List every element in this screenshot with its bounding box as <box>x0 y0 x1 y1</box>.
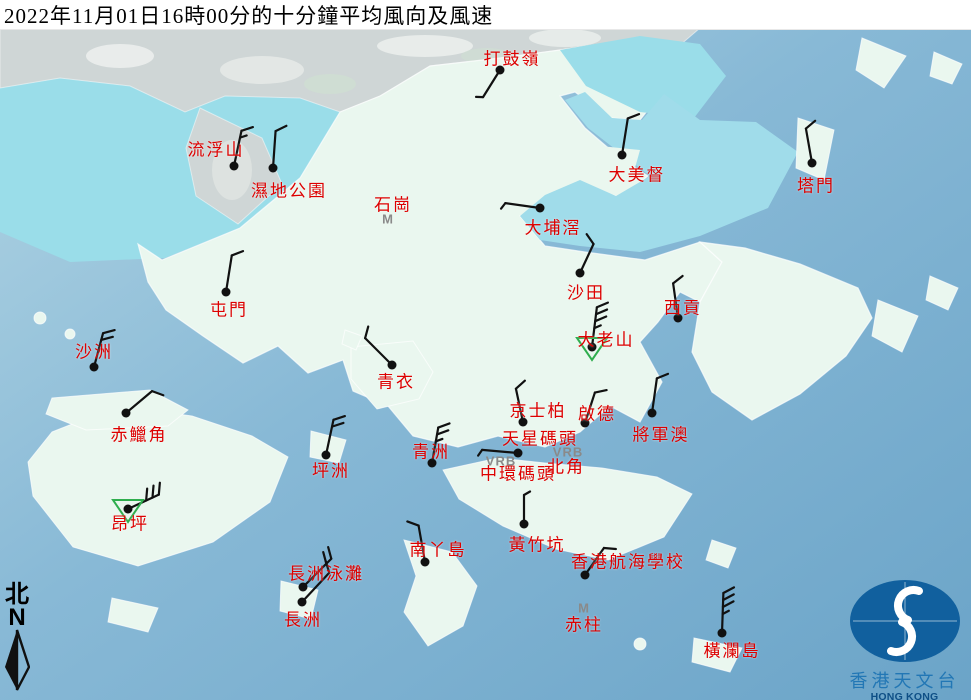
shenzhen-landmass <box>0 27 702 225</box>
station-label-ta-kwu-ling: 打鼓嶺 <box>483 49 541 69</box>
station-label-star-ferry: 天星碼頭 <box>502 429 578 449</box>
variable-wind-mark: VRB <box>485 453 517 469</box>
station-label-tseung-kwan-o: 將軍澳 <box>632 425 690 445</box>
station-label-cheung-chau-beach: 長洲泳灘 <box>288 564 364 584</box>
deep-bay-water <box>0 78 340 262</box>
station-label-ngong-ping: 昂坪 <box>111 514 149 534</box>
missing-data-mark: M <box>382 211 394 227</box>
station-label-tuen-mun: 屯門 <box>210 300 248 320</box>
missing-data-mark: M <box>578 600 590 616</box>
station-label-tap-mun: 塔門 <box>797 176 835 196</box>
north-compass: 北 N <box>2 583 32 696</box>
station-label-tai-mei-tuk: 大美督 <box>608 165 666 185</box>
station-label-peng-chau: 坪洲 <box>312 461 350 481</box>
north-arrow-icon <box>5 629 31 691</box>
north-letter-label: N <box>8 604 26 631</box>
station-label-kai-tak: 啟德 <box>578 404 616 424</box>
station-label-wong-chuk-hang: 黃竹坑 <box>508 535 566 555</box>
hko-logo-icon <box>849 580 960 662</box>
sai-kung-landmass <box>691 241 873 421</box>
station-label-sha-chau: 沙洲 <box>75 342 113 362</box>
starling-inlet-water <box>560 36 726 118</box>
hko-logo-english: HONG KONG OBSERVATORY <box>870 691 939 700</box>
variable-wind-mark: VRB <box>552 444 584 460</box>
north-chinese-label: 北 <box>5 582 29 608</box>
station-label-chek-lap-kok: 赤鱲角 <box>110 425 168 445</box>
tolo-harbour-water <box>520 92 798 252</box>
station-label-wetland-park: 濕地公園 <box>251 181 327 201</box>
station-label-shek-kong: 石崗 <box>374 195 412 215</box>
station-label-green-island: 青洲 <box>412 442 450 462</box>
hko-logo-chinese: 香港天文台 <box>849 671 960 691</box>
station-label-stanley: 赤柱 <box>565 615 603 635</box>
station-label-cheung-chau: 長洲 <box>284 610 322 630</box>
map-title: 2022年11月01日16時00分的十分鐘平均風向及風速 <box>4 3 494 28</box>
station-label-north-point: 北角 <box>547 457 585 477</box>
station-label-sai-kung: 西貢 <box>664 298 702 318</box>
station-label-central-pier: 中環碼頭 <box>480 464 556 484</box>
station-label-lau-fau-shan: 流浮山 <box>187 140 245 160</box>
station-label-tai-po-kau: 大埔滘 <box>524 218 582 238</box>
title-bar: 2022年11月01日16時00分的十分鐘平均風向及風速 <box>0 0 971 30</box>
station-label-lamma-island: 南丫島 <box>409 540 467 560</box>
station-label-hk-sea-school: 香港航海學校 <box>571 552 685 572</box>
station-label-waglan-island: 橫瀾島 <box>703 641 761 661</box>
station-label-sha-tin: 沙田 <box>567 283 605 303</box>
station-label-tates-cairn: 大老山 <box>577 330 635 350</box>
station-label-tsing-yi: 青衣 <box>377 372 415 392</box>
hko-logo: 香港天文台 HONG KONG OBSERVATORY <box>838 578 971 700</box>
station-label-kings-park: 京士柏 <box>509 401 567 421</box>
